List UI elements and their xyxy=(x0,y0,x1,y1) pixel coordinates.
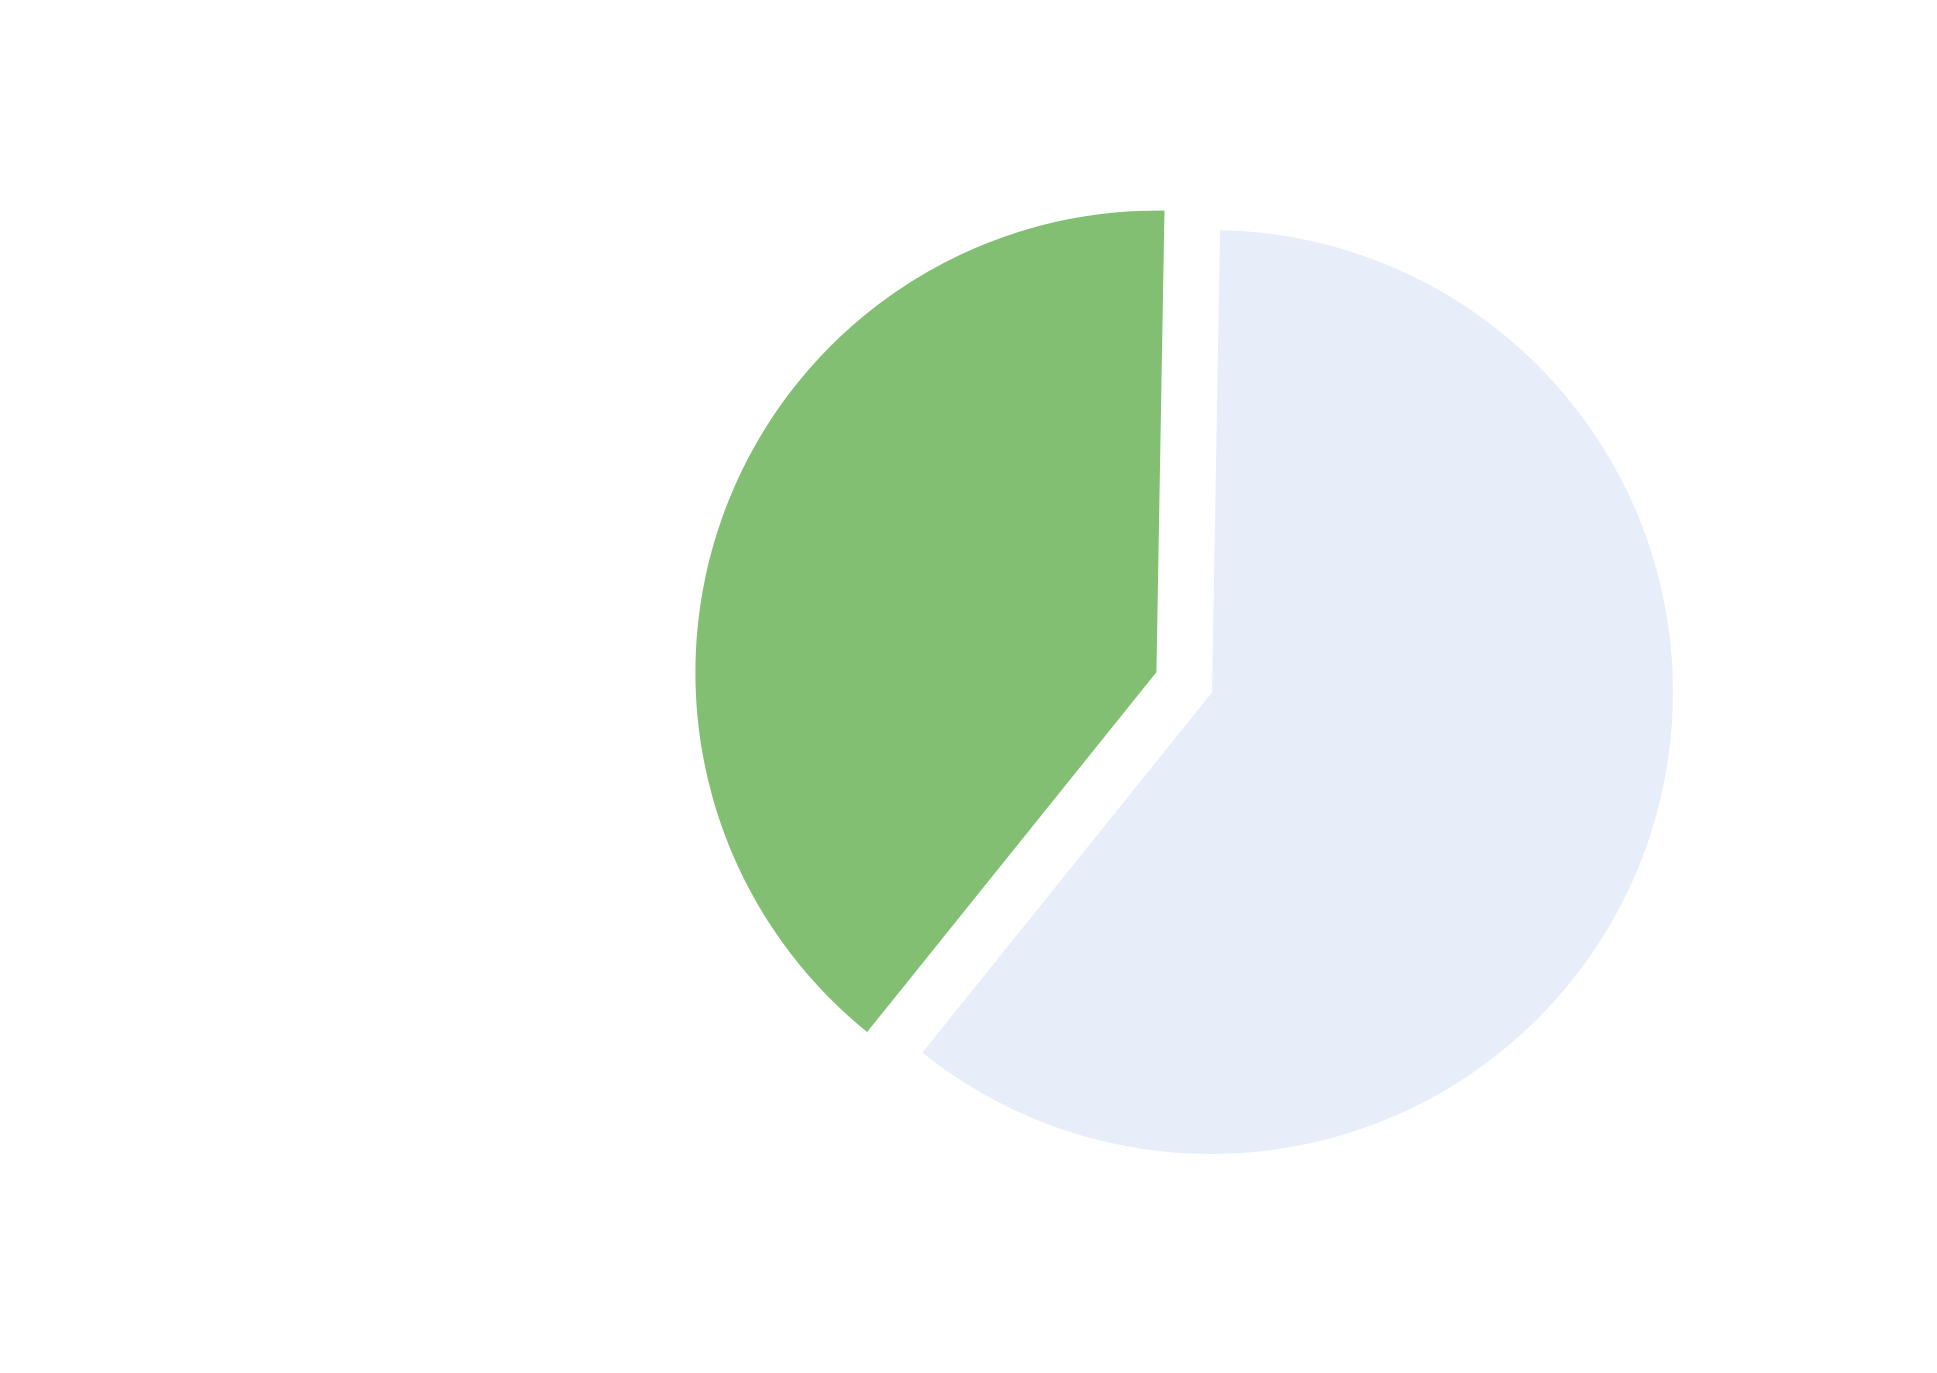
pie-slice-1 xyxy=(919,228,1675,1156)
pie-slices xyxy=(693,208,1675,1156)
pie-slice-2 xyxy=(693,208,1167,1035)
